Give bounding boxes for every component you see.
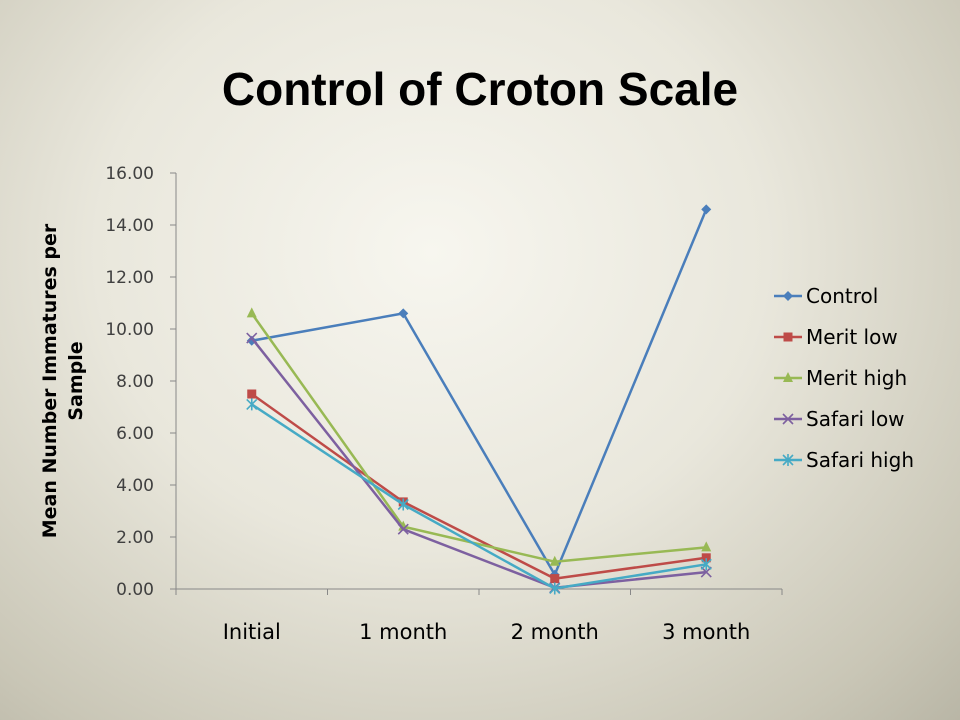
x-marker (700, 566, 712, 578)
y-axis-title: Mean Number Immatures per Sample (39, 223, 87, 538)
legend-item: Control (774, 284, 878, 308)
series-line (251, 208, 708, 576)
y-tick-label: 10.00 (105, 320, 154, 340)
legend-item: Safari low (774, 407, 905, 431)
legend-label: Merit high (806, 366, 907, 390)
triangle-marker (701, 541, 712, 552)
legend-item: Safari high (774, 448, 914, 472)
x-tick-label: Initial (223, 620, 281, 644)
y-tick-label: 0.00 (116, 580, 154, 600)
series-control (246, 204, 712, 580)
legend-label: Merit low (806, 325, 898, 349)
y-tick-label: 16.00 (105, 164, 154, 184)
series-line (251, 392, 707, 580)
triangle-marker (246, 307, 257, 318)
slide-title: Control of Croton Scale (221, 63, 739, 115)
chart-series (246, 204, 712, 595)
series-line (250, 312, 707, 563)
y-axis-title-line: Mean Number Immatures per (39, 223, 61, 538)
x-marker (397, 523, 409, 535)
x-tick-label: 2 month (511, 620, 599, 644)
legend-label: Control (806, 284, 878, 308)
square-marker (247, 389, 257, 399)
series-safari-high (246, 398, 712, 595)
chart-axes: 0.00 2.00 4.00 6.00 8.00 10.00 12.00 14.00 16.00… (105, 164, 783, 644)
star-marker (397, 498, 409, 511)
y-tick-label: 14.00 (105, 216, 154, 236)
series-line (250, 337, 707, 589)
square-marker (701, 553, 711, 563)
y-tick-label: 12.00 (105, 268, 154, 288)
y-tick-label: 2.00 (116, 528, 154, 548)
x-tick-label: 1 month (359, 620, 447, 644)
y-tick-label: 6.00 (116, 424, 154, 444)
diamond-marker (783, 291, 793, 301)
star-marker (549, 582, 561, 595)
square-marker (550, 574, 560, 584)
y-axis-title-line: Sample (65, 341, 87, 420)
x-tick-label: 3 month (662, 620, 750, 644)
square-marker (783, 332, 793, 342)
y-tick-label: 8.00 (116, 372, 154, 392)
legend-label: Safari low (806, 407, 905, 431)
legend-item: Merit high (774, 366, 907, 390)
triangle-marker (783, 372, 793, 382)
x-marker (782, 413, 794, 425)
y-tick-label: 4.00 (116, 476, 154, 496)
series-merit-high (246, 307, 712, 566)
legend-item: Merit low (774, 325, 898, 349)
triangle-marker (549, 555, 560, 566)
diamond-marker (398, 308, 409, 319)
star-marker (246, 398, 258, 411)
triangle-marker (398, 520, 409, 531)
legend-label: Safari high (806, 448, 914, 472)
series-line (251, 403, 707, 590)
star-marker (782, 454, 794, 466)
x-marker (246, 332, 258, 344)
chart-legend: Control Merit low Merit high Safari low Safa… (774, 284, 914, 472)
diamond-marker (701, 204, 712, 215)
star-marker (700, 558, 712, 571)
